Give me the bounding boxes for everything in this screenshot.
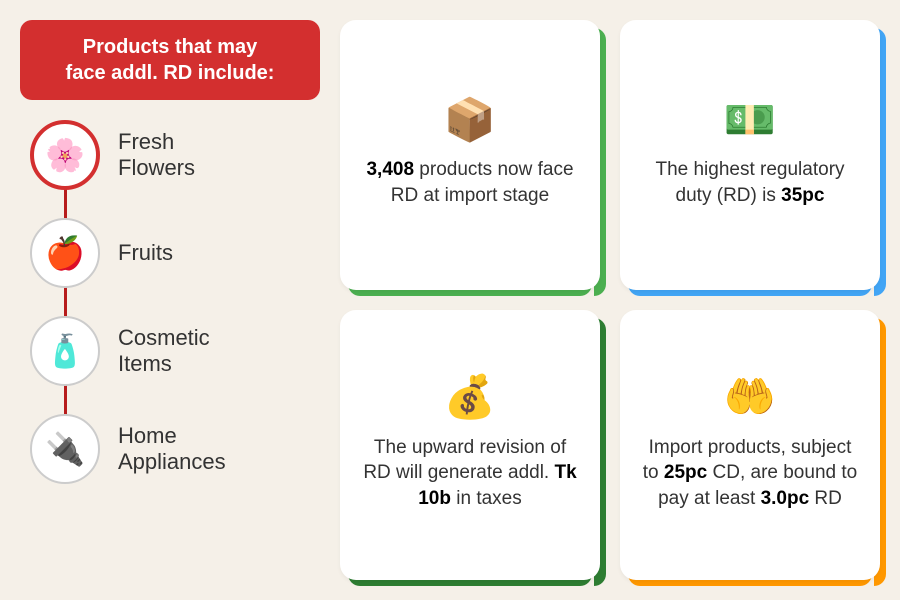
- header-line1: Products that may: [83, 36, 257, 58]
- card-revenue: 💰 The upward revision of RD will generat…: [340, 310, 600, 580]
- hand-percent-icon: 🤲: [724, 373, 776, 423]
- product-item-cosmetics: 🧴 Cosmetic Items: [30, 316, 320, 386]
- product-item-fruits: 🍎 Fruits: [30, 218, 320, 288]
- header-box: Products that may face addl. RD include:: [20, 20, 320, 100]
- product-label: Fresh Flowers: [118, 129, 195, 182]
- product-label: Cosmetic Items: [118, 325, 210, 378]
- card-text: The upward revision of RD will generate …: [360, 435, 580, 512]
- moneybag-icon: 💰: [444, 373, 496, 423]
- flowers-icon: 🌸: [30, 120, 100, 190]
- infographic-container: Products that may face addl. RD include:…: [20, 20, 880, 580]
- header-line2: face addl. RD include:: [66, 62, 275, 84]
- cosmetics-icon: 🧴: [30, 316, 100, 386]
- card-text: 3,408 products now face RD at import sta…: [360, 157, 580, 208]
- product-label: Home Appliances: [118, 423, 226, 476]
- left-panel: Products that may face addl. RD include:…: [20, 20, 320, 580]
- card-highest-rd: 💵 The highest regulatory duty (RD) is 35…: [620, 20, 880, 290]
- products-list: 🌸 Fresh Flowers 🍎 Fruits 🧴: [20, 120, 320, 512]
- appliances-icon: 🔌: [30, 414, 100, 484]
- tax-icon: 💵: [724, 95, 776, 145]
- card-import-cd: 🤲 Import products, subject to 25pc CD, a…: [620, 310, 880, 580]
- fruits-icon: 🍎: [30, 218, 100, 288]
- boxes-icon: 📦: [444, 95, 496, 145]
- product-item-appliances: 🔌 Home Appliances: [30, 414, 320, 484]
- product-item-flowers: 🌸 Fresh Flowers: [30, 120, 320, 190]
- cards-grid: 📦 3,408 products now face RD at import s…: [340, 20, 880, 580]
- card-text: Import products, subject to 25pc CD, are…: [640, 435, 860, 512]
- card-text: The highest regulatory duty (RD) is 35pc: [640, 157, 860, 208]
- product-label: Fruits: [118, 240, 173, 266]
- card-products-count: 📦 3,408 products now face RD at import s…: [340, 20, 600, 290]
